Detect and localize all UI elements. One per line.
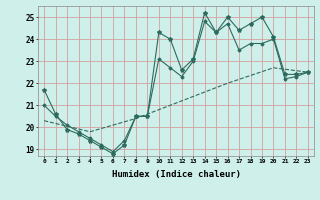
X-axis label: Humidex (Indice chaleur): Humidex (Indice chaleur) (111, 170, 241, 179)
